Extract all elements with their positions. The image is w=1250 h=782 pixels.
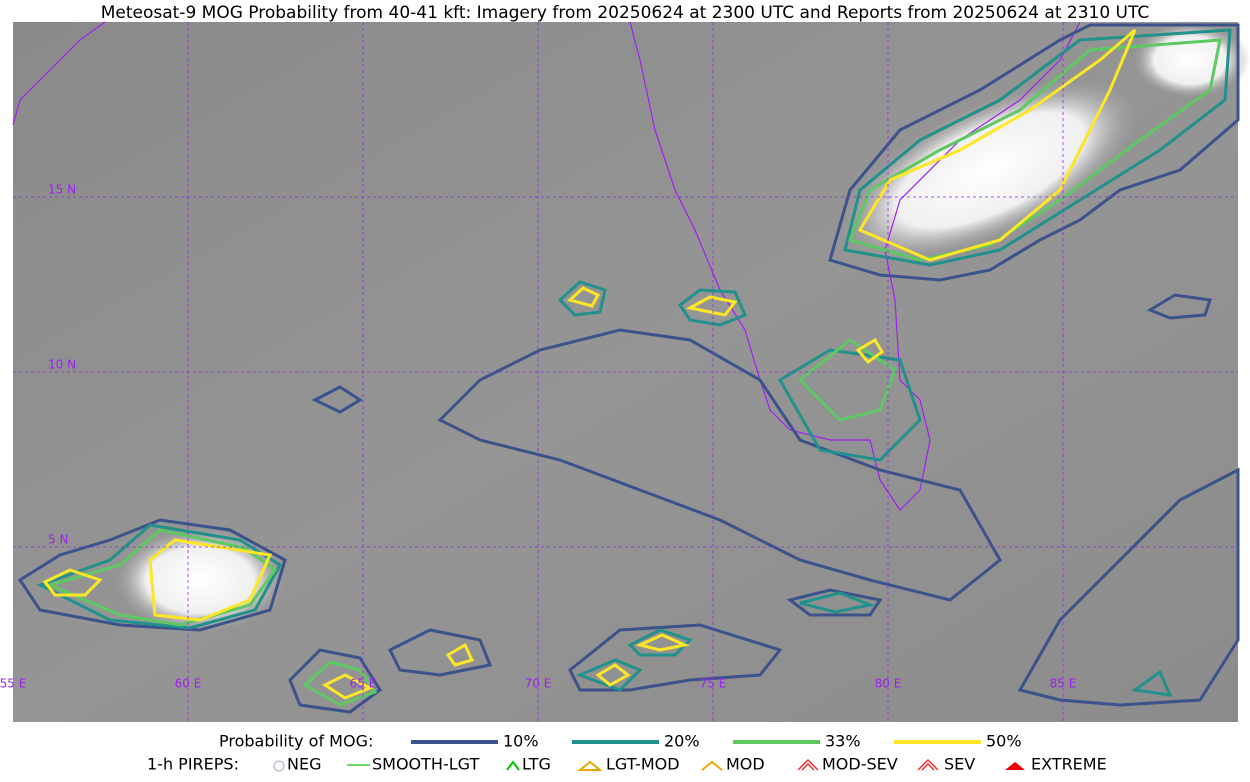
pirep-icons bbox=[273, 758, 1025, 772]
lon-label: 60 E bbox=[175, 677, 202, 691]
icon bbox=[1005, 762, 1025, 770]
icon bbox=[506, 760, 520, 771]
title: Meteosat-9 MOG Probability from 40-41 kf… bbox=[101, 3, 1150, 23]
legend-item: EXTREME bbox=[1031, 755, 1107, 774]
legend-item: SEV bbox=[944, 755, 975, 774]
coastline bbox=[12, 21, 1081, 511]
cloud bbox=[833, 74, 1147, 266]
lon-label: 55 E bbox=[0, 677, 26, 691]
legend-item: LTG bbox=[522, 755, 551, 774]
lon-label: 75 E bbox=[700, 677, 727, 691]
legend-label: 1-h PIREPS: bbox=[147, 755, 239, 774]
icon bbox=[577, 760, 603, 771]
lat-label: 5 N bbox=[48, 533, 68, 547]
icon bbox=[701, 760, 723, 771]
mog-contours bbox=[17, 23, 1240, 714]
legend-item: MOD-SEV bbox=[822, 755, 898, 774]
legend-item: LGT-MOD bbox=[606, 755, 680, 774]
icon bbox=[917, 758, 939, 771]
legend-item: 20% bbox=[664, 732, 700, 751]
lon-label: 85 E bbox=[1050, 677, 1077, 691]
lat-label: 10 N bbox=[48, 358, 76, 372]
legend-item: 10% bbox=[503, 732, 539, 751]
icon bbox=[273, 760, 285, 772]
lat-label: 15 N bbox=[48, 183, 76, 197]
lon-label: 70 E bbox=[525, 677, 552, 691]
legend-label: Probability of MOG: bbox=[219, 732, 373, 751]
legend-item: NEG bbox=[287, 755, 321, 774]
graticule: 15 N 10 N 5 N 55 E 60 E 65 E 70 E 75 E 80 E 85 E bbox=[0, 22, 1238, 722]
lon-label: 80 E bbox=[875, 677, 902, 691]
lon-label: 65 E bbox=[350, 677, 377, 691]
map: 15 N 10 N 5 N 55 E 60 E 65 E 70 E 75 E 80 E 85 E bbox=[0, 20, 1250, 722]
icon bbox=[797, 758, 819, 771]
legend-item: MOD bbox=[726, 755, 765, 774]
legend-item: 33% bbox=[825, 732, 861, 751]
legend-item: SMOOTH-LGT bbox=[372, 755, 479, 774]
legend-item: 50% bbox=[986, 732, 1022, 751]
legend: Probability of MOG: 1-h PIREPS: 10% 20% 33… bbox=[147, 732, 1107, 774]
